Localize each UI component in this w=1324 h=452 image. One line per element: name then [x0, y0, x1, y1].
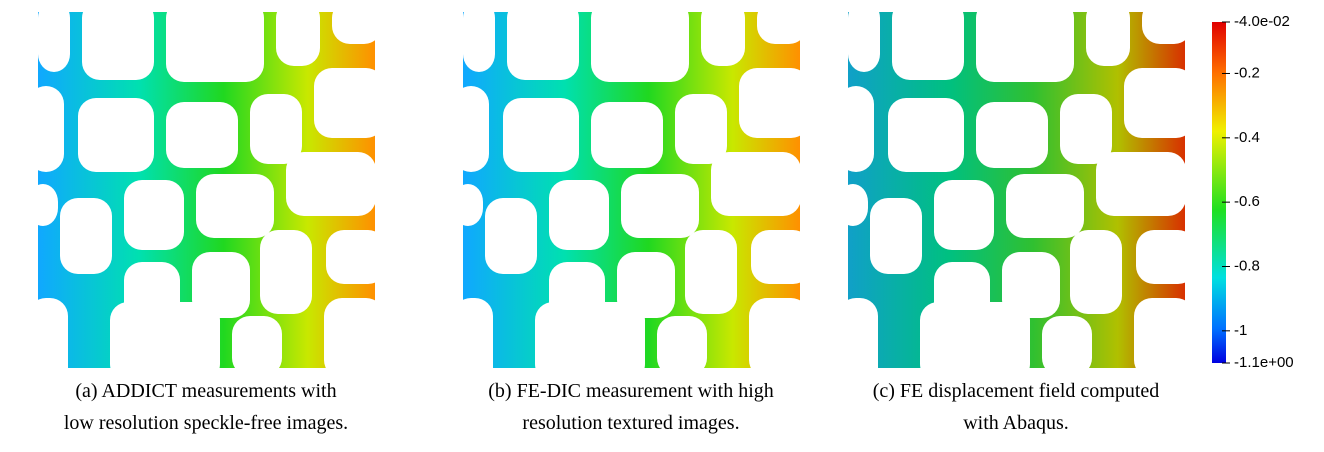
- caption-line: (a) ADDICT measurements with: [75, 380, 336, 402]
- cell-hole: [485, 198, 537, 274]
- caption-line: with Abaqus.: [963, 412, 1069, 434]
- cell-hole: [976, 102, 1048, 168]
- tick-label: -0.2: [1234, 64, 1260, 81]
- cell-hole: [848, 184, 868, 226]
- cell-hole: [326, 230, 375, 284]
- cell-hole: [870, 198, 922, 274]
- tick-label: -0.4: [1234, 129, 1260, 146]
- cell-hole: [38, 298, 68, 368]
- cell-hole: [535, 302, 645, 368]
- cell-hole: [1096, 152, 1185, 216]
- field-image: [848, 12, 1185, 368]
- cell-hole: [110, 302, 220, 368]
- colorbar: [1212, 22, 1226, 363]
- cell-hole: [196, 174, 274, 238]
- field-image: [463, 12, 800, 368]
- cell-hole: [888, 98, 964, 172]
- cell-hole: [463, 298, 493, 368]
- cell-hole: [1006, 174, 1084, 238]
- cell-hole: [38, 86, 64, 172]
- cell-hole: [314, 68, 375, 138]
- cell-hole: [1002, 252, 1060, 318]
- cell-hole: [657, 316, 707, 368]
- cell-hole: [701, 12, 745, 66]
- cell-hole: [1060, 94, 1112, 164]
- cell-hole: [192, 252, 250, 318]
- cell-hole: [1134, 298, 1185, 368]
- cell-hole: [591, 12, 689, 82]
- cell-hole: [463, 12, 495, 72]
- cell-hole: [232, 316, 282, 368]
- caption-line: (b) FE-DIC measurement with high: [488, 380, 774, 402]
- cell-hole: [920, 302, 1030, 368]
- cell-hole: [621, 174, 699, 238]
- cell-hole: [463, 86, 489, 172]
- cell-hole: [250, 94, 302, 164]
- cell-hole: [507, 12, 579, 80]
- cell-hole: [675, 94, 727, 164]
- cell-hole: [124, 180, 184, 250]
- cell-hole: [1136, 230, 1185, 284]
- tick-label: -4.0e-02: [1234, 13, 1290, 30]
- cell-hole: [82, 12, 154, 80]
- field-image: [38, 12, 375, 368]
- cell-hole: [848, 12, 880, 72]
- cell-hole: [166, 102, 238, 168]
- cell-hole: [591, 102, 663, 168]
- cell-hole: [1086, 12, 1130, 66]
- cell-hole: [711, 152, 800, 216]
- cell-hole: [892, 12, 964, 80]
- cell-hole: [38, 184, 58, 226]
- cell-hole: [1142, 12, 1185, 44]
- cell-hole: [1042, 316, 1092, 368]
- cell-hole: [38, 12, 70, 72]
- cell-hole: [848, 86, 874, 172]
- tick-label: -0.6: [1234, 193, 1260, 210]
- cell-hole: [739, 68, 800, 138]
- cell-hole: [934, 180, 994, 250]
- cell-hole: [749, 298, 800, 368]
- cell-hole: [60, 198, 112, 274]
- tick-label: -1: [1234, 322, 1247, 339]
- cell-hole: [549, 180, 609, 250]
- cell-hole: [286, 152, 375, 216]
- cell-hole: [976, 12, 1074, 82]
- caption-line: (c) FE displacement field computed: [873, 380, 1160, 402]
- cell-hole: [463, 184, 483, 226]
- cell-hole: [757, 12, 800, 44]
- cell-hole: [276, 12, 320, 66]
- cell-hole: [503, 98, 579, 172]
- cell-hole: [751, 230, 800, 284]
- cell-hole: [1070, 230, 1122, 314]
- cell-hole: [1124, 68, 1185, 138]
- cell-hole: [166, 12, 264, 82]
- cell-hole: [685, 230, 737, 314]
- cell-hole: [332, 12, 375, 44]
- cell-hole: [848, 298, 878, 368]
- cell-hole: [78, 98, 154, 172]
- cell-hole: [324, 298, 375, 368]
- cell-hole: [617, 252, 675, 318]
- tick-label: -1.1e+00: [1234, 354, 1294, 371]
- cell-hole: [260, 230, 312, 314]
- caption-line: resolution textured images.: [522, 412, 739, 434]
- caption-line: low resolution speckle-free images.: [64, 412, 348, 434]
- tick-label: -0.8: [1234, 257, 1260, 274]
